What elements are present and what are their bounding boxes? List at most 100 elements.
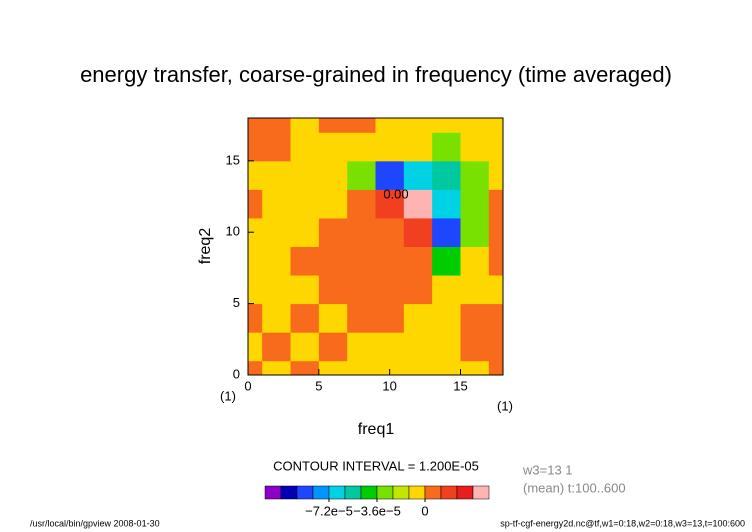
- colorbar-tick-label: 0: [421, 503, 428, 518]
- field-cell: [403, 275, 433, 305]
- field-cell: [432, 217, 461, 247]
- field-cell: [262, 360, 291, 375]
- field-cell: [488, 160, 503, 190]
- field-cell: [262, 275, 291, 305]
- field-cell: [403, 332, 433, 362]
- field-cell: [488, 132, 503, 162]
- field-cell: [347, 118, 376, 133]
- field-cell: [488, 360, 503, 375]
- field-cell: [262, 118, 291, 133]
- field-cell: [460, 160, 490, 190]
- field-cell: [347, 132, 376, 162]
- field-cell: [262, 160, 291, 190]
- y-tick-label: 5: [233, 295, 240, 310]
- field-cell: [318, 118, 348, 133]
- field-cell: [432, 132, 461, 162]
- field-cell: [375, 303, 405, 333]
- field-cell: [290, 189, 320, 219]
- field-cell: [488, 118, 503, 133]
- field-cell: [248, 132, 263, 162]
- field-cell: [318, 360, 348, 375]
- field-cell: [318, 332, 348, 362]
- colorbar-box: [328, 485, 346, 500]
- field-cell: [290, 360, 320, 375]
- field-cell: [290, 275, 320, 305]
- field-cell: [290, 118, 320, 133]
- field-cell: [248, 189, 263, 219]
- y-tick-label: 10: [226, 224, 240, 239]
- field-cell: [248, 246, 263, 276]
- colorbar-box: [392, 485, 410, 500]
- field-cell: [375, 118, 405, 133]
- plot-frame: [247, 117, 504, 376]
- field-cell: [290, 160, 320, 190]
- field-cell: [403, 189, 433, 219]
- field-cell: [375, 275, 405, 305]
- field-cell: [432, 189, 461, 219]
- field-cell: [403, 360, 433, 375]
- field-cell: [488, 332, 503, 362]
- x-tick-label: 10: [382, 378, 396, 393]
- contour-label: 0.00: [383, 186, 408, 201]
- colorbar: −7.2e−5 −3.6e−5 0: [264, 485, 490, 518]
- field-cell: [290, 332, 320, 362]
- y-axis-label: freq2: [197, 228, 214, 265]
- field-cell: [403, 246, 433, 276]
- colorbar-box: [424, 485, 442, 500]
- field-cell: [403, 217, 433, 247]
- field-cell: [262, 332, 291, 362]
- field-cell: [460, 303, 490, 333]
- field-cell: [248, 160, 263, 190]
- field-cell: [403, 160, 433, 190]
- field-cell: [347, 189, 376, 219]
- field-cell: [460, 217, 490, 247]
- field-cell: [488, 189, 503, 219]
- y-tick-label: 0: [233, 366, 240, 381]
- field-cell: [318, 132, 348, 162]
- field-cell: [347, 275, 376, 305]
- field-cell: [290, 303, 320, 333]
- field-cell: [375, 360, 405, 375]
- field-cell: [403, 132, 433, 162]
- field-cell: [460, 132, 490, 162]
- field-cell: [460, 275, 490, 305]
- field-cell: [432, 360, 461, 375]
- field-cell: [488, 275, 503, 305]
- field-cell: [290, 132, 320, 162]
- colorbar-tick-label: −3.6e−5: [353, 503, 401, 518]
- field-cell: [460, 246, 490, 276]
- field-cell: [488, 246, 503, 276]
- colorbar-box: [456, 485, 474, 500]
- field-cell: [432, 246, 461, 276]
- field-cell: [318, 275, 348, 305]
- x-tick-label: 0: [244, 378, 251, 393]
- field-cell: [488, 217, 503, 247]
- field-cell: [375, 246, 405, 276]
- field-cell: [432, 332, 461, 362]
- x-axis-label: freq1: [358, 421, 395, 438]
- footer-right: sp-tf-cgf-energy2d.nc@tf,w1=0:18,w2=0:18…: [500, 518, 745, 528]
- field-cell: [347, 217, 376, 247]
- field-cell: [460, 332, 490, 362]
- field-cell: [262, 189, 291, 219]
- colorbar-box: [296, 485, 314, 500]
- field-cell: [460, 189, 490, 219]
- colorbar-box: [280, 485, 298, 500]
- field-cell: [403, 303, 433, 333]
- field-cell: [432, 160, 461, 190]
- field-cell: [432, 303, 461, 333]
- field-cell: [318, 303, 348, 333]
- field-cell: [375, 189, 405, 219]
- field-cell: [248, 360, 263, 375]
- chart-title: energy transfer, coarse-grained in frequ…: [80, 62, 672, 87]
- field-cell: [290, 246, 320, 276]
- field-cell: [262, 132, 291, 162]
- field-cell: [318, 160, 348, 190]
- field-cell: [460, 118, 490, 133]
- field-cell: [262, 303, 291, 333]
- info-line: w3=13 1: [522, 462, 573, 477]
- field-cell: [347, 303, 376, 333]
- colorbar-box: [408, 485, 426, 500]
- footer-left: /usr/local/bin/gpview 2008-01-30: [30, 518, 160, 528]
